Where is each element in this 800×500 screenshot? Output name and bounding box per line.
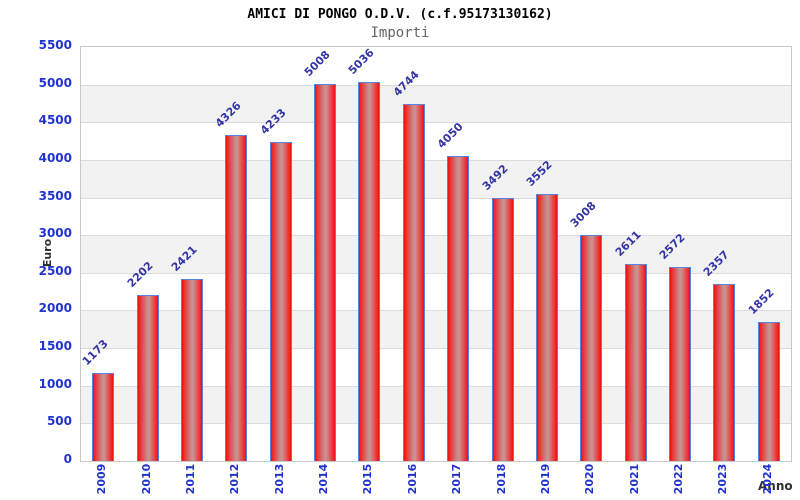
chart-title: AMICI DI PONGO O.D.V. (c.f.95173130162) (247, 7, 553, 22)
y-tick-label: 4000 (38, 150, 72, 165)
x-axis-label: Anno (758, 479, 793, 493)
bar-2022 (669, 267, 692, 461)
x-tick-label: 2020 (583, 463, 597, 495)
bar-2018 (491, 198, 514, 461)
grid-band (81, 84, 791, 123)
x-tick-label: 2018 (494, 463, 508, 495)
y-tick-label: 3500 (38, 188, 72, 203)
grid-band (81, 159, 791, 198)
y-tick-label: 5000 (38, 75, 72, 90)
bar-2014 (314, 84, 337, 461)
y-tick-label: 1500 (38, 339, 72, 354)
grid-band (81, 122, 791, 160)
chart-subtitle: Importi (370, 25, 430, 41)
y-tick-label: 2500 (38, 263, 72, 278)
grid-band (81, 197, 791, 236)
y-tick-label: 4500 (38, 113, 72, 128)
bar-2019 (535, 193, 558, 461)
x-tick-label: 2024 (760, 463, 774, 495)
bar-2011 (180, 278, 203, 461)
x-tick-label: 2019 (538, 463, 552, 495)
bar-2021 (624, 264, 647, 461)
x-tick-label: 2023 (716, 463, 730, 495)
bar-2010 (136, 295, 159, 461)
bar-2013 (269, 142, 292, 461)
bar-2015 (358, 81, 381, 461)
y-tick-label: 3000 (38, 226, 72, 241)
x-tick-label: 2013 (272, 463, 286, 495)
grid-band (81, 235, 791, 273)
y-tick-label: 500 (46, 414, 72, 429)
y-tick-label: 5500 (38, 38, 72, 52)
plot-area: 1173 2202 2421 4326 4233 5008 5036 4744 4050 3492… (80, 46, 792, 462)
x-tick-label: 2015 (361, 463, 375, 495)
bar-2017 (447, 156, 470, 461)
x-tick-label: 2017 (450, 463, 464, 495)
x-tick-label: 2016 (405, 463, 419, 495)
x-tick-label: 2022 (672, 463, 686, 495)
y-tick-label: 0 (63, 452, 72, 466)
y-tick-label: 1000 (38, 376, 72, 391)
x-tick-label: 2011 (183, 463, 197, 495)
x-tick-label: 2012 (228, 463, 242, 495)
x-tick-label: 2014 (317, 463, 331, 495)
bar-2023 (713, 283, 736, 461)
y-tick-label: 2000 (38, 301, 72, 316)
grid-band (81, 47, 791, 85)
bar-2024 (757, 321, 780, 461)
bar-2009 (92, 372, 115, 461)
bar-2020 (580, 234, 603, 461)
bar-2016 (402, 103, 425, 461)
bar-2012 (225, 135, 248, 461)
x-tick-label: 2009 (95, 463, 109, 495)
x-tick-label: 2021 (627, 463, 641, 495)
x-tick-label: 2010 (139, 463, 153, 495)
